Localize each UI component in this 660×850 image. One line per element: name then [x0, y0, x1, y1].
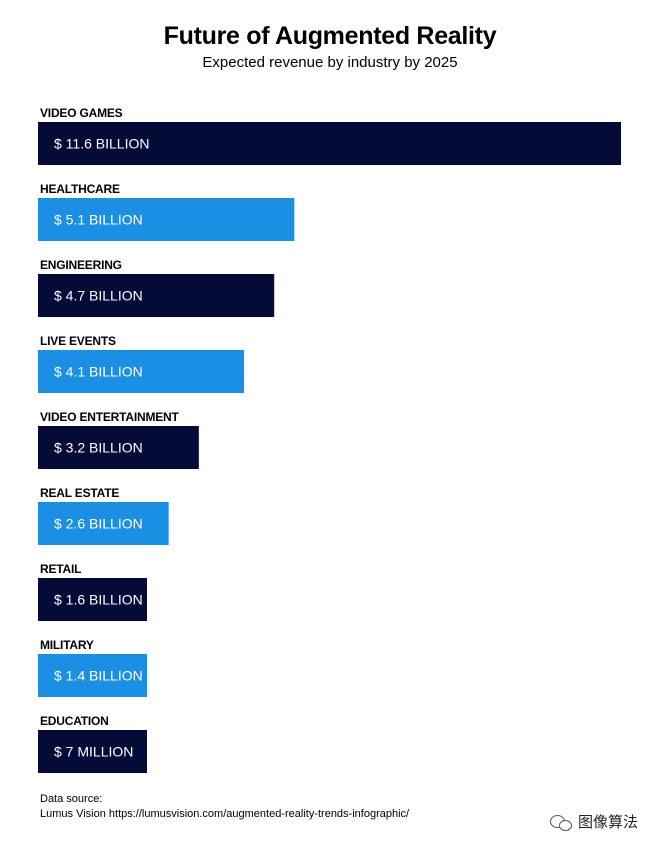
value-label: $ 7 MILLION	[54, 744, 133, 760]
value-label: $ 1.6 BILLION	[54, 592, 143, 608]
value-label: $ 2.6 BILLION	[54, 516, 143, 532]
bar	[38, 730, 147, 773]
bar-chart: VIDEO GAMES $ 11.6 BILLION HEALTHCARE $ 5.1…	[38, 106, 621, 773]
chart-title: Future of Augmented Reality	[163, 22, 497, 50]
value-label: $ 11.6 BILLION	[54, 136, 149, 152]
value-label: $ 4.1 BILLION	[54, 364, 143, 380]
category-label: LIVE EVENTS	[40, 334, 116, 348]
bar	[38, 274, 275, 317]
category-label: EDUCATION	[40, 714, 109, 728]
watermark: 图像算法	[549, 811, 638, 832]
category-label: VIDEO ENTERTAINMENT	[40, 410, 180, 424]
source-label: Data source:	[40, 793, 103, 805]
category-label: ENGINEERING	[40, 258, 122, 272]
watermark-text: 图像算法	[577, 814, 638, 831]
bar	[38, 654, 147, 697]
bar	[38, 578, 147, 621]
source-link[interactable]: Lumus Vision https://lumusvision.com/aug…	[40, 808, 410, 820]
category-label: HEALTHCARE	[40, 182, 120, 196]
category-label: RETAIL	[40, 562, 81, 576]
wechat-icon	[549, 814, 572, 831]
category-label: REAL ESTATE	[40, 486, 119, 500]
bar	[38, 350, 245, 393]
category-label: VIDEO GAMES	[40, 106, 123, 120]
bar	[38, 426, 199, 469]
value-label: $ 5.1 BILLION	[54, 212, 143, 228]
bar	[38, 502, 169, 545]
category-label: MILITARY	[40, 638, 94, 652]
value-label: $ 4.7 BILLION	[54, 288, 143, 304]
value-label: $ 3.2 BILLION	[54, 440, 143, 456]
value-label: $ 1.4 BILLION	[54, 668, 143, 684]
data-source: Data source: Lumus Vision https://lumusv…	[40, 792, 409, 822]
bar	[38, 198, 295, 241]
chart-subtitle: Expected revenue by industry by 2025	[202, 54, 458, 71]
bar	[38, 122, 621, 165]
